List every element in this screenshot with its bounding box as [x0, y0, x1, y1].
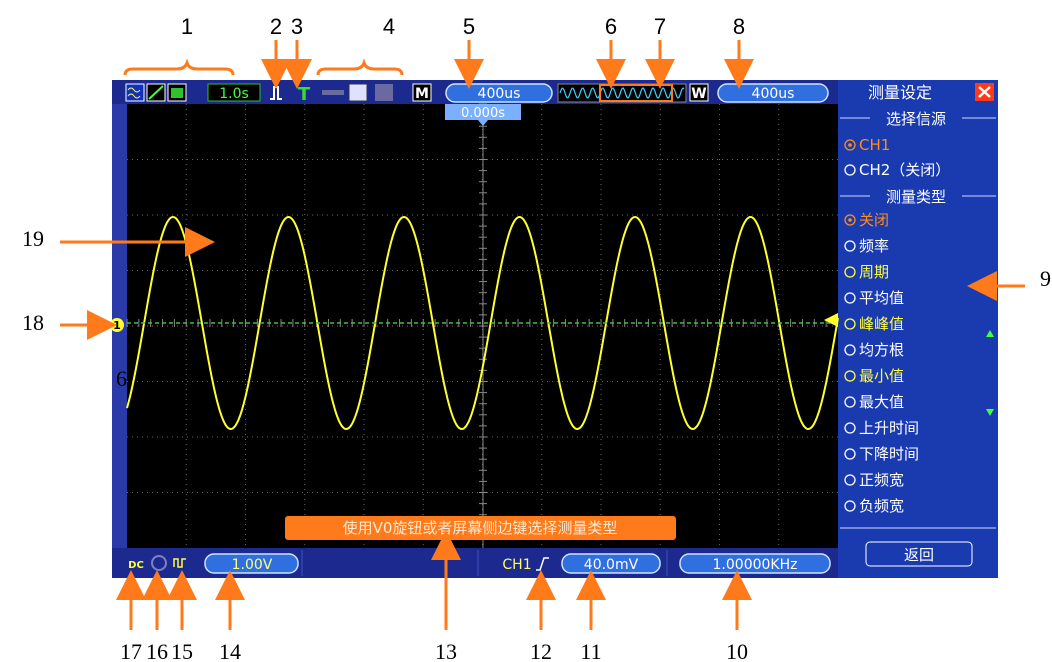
stray-label: 6 [116, 366, 127, 391]
menu-item: 下降时间 [859, 445, 919, 463]
source-heading: 选择信源 [886, 110, 946, 128]
frequency: 1.00000KHz [713, 557, 798, 573]
menu-item: 负频宽 [859, 497, 904, 515]
menu-item: 关闭 [859, 211, 889, 229]
menu-item: 峰峰值 [859, 315, 904, 333]
radio-dot [848, 143, 852, 147]
callout-number: 11 [580, 639, 601, 662]
back-button[interactable] [865, 541, 973, 567]
menu-item: CH1 [859, 136, 890, 154]
callout-number: 10 [726, 639, 748, 662]
waveform [126, 215, 839, 431]
window-mode: W [691, 86, 706, 102]
menu-item: 最大值 [859, 393, 904, 411]
radio [844, 139, 856, 151]
trigger-level: 40.0mV [584, 557, 639, 573]
timebase: 400us [478, 86, 521, 102]
callout-number: 16 [146, 639, 168, 662]
callout-number: 15 [171, 639, 193, 662]
radio [844, 344, 856, 356]
frequency-pill [679, 553, 831, 574]
window-box [689, 83, 709, 102]
channel-marker-label: 1 [113, 319, 121, 332]
icon-wave-lines [127, 87, 141, 99]
icon-dots-line [148, 85, 164, 100]
close-icon [978, 86, 991, 98]
type-heading: 测量类型 [886, 188, 946, 206]
menu-item: CH2（关闭） [859, 161, 950, 179]
trigger-pos-pointer [478, 120, 488, 126]
callout-number: 9 [1040, 266, 1051, 291]
radio [844, 164, 856, 176]
radio [844, 318, 856, 330]
callout-number: 14 [219, 639, 241, 662]
menu-item: 正频宽 [859, 471, 904, 489]
icon-trigger-state: T [298, 84, 311, 105]
radio [844, 370, 856, 382]
radio [844, 474, 856, 486]
callout-number: 7 [654, 14, 666, 39]
message-box [285, 516, 676, 540]
trigger-pos: 0.000s [461, 106, 505, 121]
scroll-down[interactable] [986, 409, 994, 416]
back-label: 返回 [904, 546, 934, 564]
brace [123, 58, 235, 76]
volts-div: 1.00V [232, 557, 273, 573]
radio-dot [848, 218, 852, 222]
callout-number: 1 [181, 14, 193, 39]
memory-bar [557, 83, 687, 103]
menu-item: 周期 [859, 263, 889, 281]
trigger-source: CH1 [502, 557, 531, 573]
menu-panel [838, 80, 998, 578]
callout-number: 4 [383, 14, 395, 39]
callout-number: 19 [22, 226, 44, 251]
menu-item: 频率 [859, 237, 889, 255]
callout-number: 3 [291, 14, 303, 39]
icon-usb [322, 90, 344, 95]
scroll-up[interactable] [986, 330, 994, 337]
radio [844, 240, 856, 252]
menu-item: 平均值 [859, 289, 904, 307]
callout-number: 12 [530, 639, 552, 662]
callout-number: 6 [605, 14, 617, 39]
mode: M [415, 86, 429, 102]
trigger-pos-tab [445, 104, 521, 120]
icon-waveform [125, 83, 145, 102]
menu-item: 均方根 [859, 341, 904, 359]
acq-time: 1.0s [219, 86, 249, 102]
icon-save [348, 83, 368, 102]
bandwidth-icon [173, 558, 186, 568]
callout-number: 5 [463, 14, 475, 39]
trigger-level-marker [824, 313, 838, 327]
radio [844, 292, 856, 304]
menu-item: 最小值 [859, 367, 904, 385]
trigger-level-pill [561, 553, 661, 574]
radio [844, 214, 856, 226]
menu-item: 上升时间 [859, 419, 919, 437]
icon-persist-fill [171, 88, 183, 98]
radio [844, 266, 856, 278]
radio [844, 500, 856, 512]
coupling-icon: DC [128, 560, 144, 571]
menu-title: 测量设定 [868, 83, 932, 102]
acq-box [207, 83, 261, 102]
icon-print [375, 84, 393, 101]
radio [844, 422, 856, 434]
window-timebase: 400us [752, 86, 795, 102]
brace [316, 58, 404, 76]
mode-box [412, 83, 432, 102]
message: 使用V0旋钮或者屏幕侧边键选择测量类型 [343, 519, 618, 537]
callout-number: 18 [22, 310, 44, 335]
callout-number: 17 [120, 639, 142, 662]
volts-pill [204, 553, 299, 574]
callout-number: 8 [733, 14, 745, 39]
radio [844, 396, 856, 408]
callout-number: 2 [270, 14, 282, 39]
callout-number: 13 [435, 639, 457, 662]
radio [844, 448, 856, 460]
memory-window [599, 84, 673, 102]
